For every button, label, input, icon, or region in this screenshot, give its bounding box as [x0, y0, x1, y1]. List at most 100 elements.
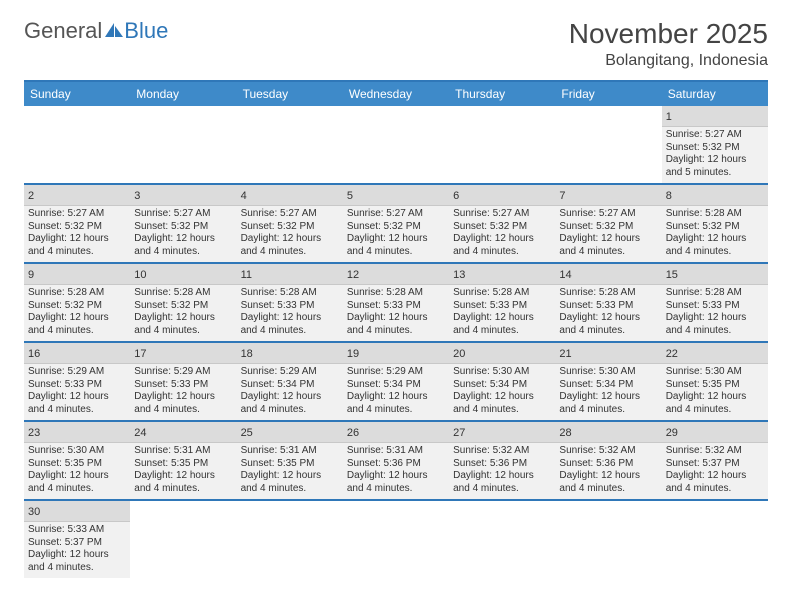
calendar-cell-empty — [237, 501, 343, 578]
calendar-cell-empty — [343, 106, 449, 183]
calendar-cell: 26Sunrise: 5:31 AMSunset: 5:36 PMDayligh… — [343, 422, 449, 499]
sunrise-line: Sunrise: 5:28 AM — [134, 287, 232, 300]
calendar-cell: 25Sunrise: 5:31 AMSunset: 5:35 PMDayligh… — [237, 422, 343, 499]
day-number-row: 29 — [662, 422, 768, 443]
sunset-line: Sunset: 5:35 PM — [241, 458, 339, 471]
sunset-line: Sunset: 5:32 PM — [559, 221, 657, 234]
day-header: Tuesday — [237, 82, 343, 106]
day-number-row: 21 — [555, 343, 661, 364]
daylight-line: Daylight: 12 hours and 4 minutes. — [347, 391, 445, 416]
sunrise-line: Sunrise: 5:28 AM — [559, 287, 657, 300]
day-number: 20 — [453, 348, 465, 360]
daylight-line: Daylight: 12 hours and 4 minutes. — [28, 549, 126, 574]
sunrise-line: Sunrise: 5:33 AM — [28, 524, 126, 537]
day-number: 12 — [347, 269, 359, 281]
sunset-line: Sunset: 5:36 PM — [453, 458, 551, 471]
calendar-cell: 1Sunrise: 5:27 AMSunset: 5:32 PMDaylight… — [662, 106, 768, 183]
day-number-row: 4 — [237, 185, 343, 206]
day-number-row: 9 — [24, 264, 130, 285]
week-row: 9Sunrise: 5:28 AMSunset: 5:32 PMDaylight… — [24, 264, 768, 343]
week-row: 30Sunrise: 5:33 AMSunset: 5:37 PMDayligh… — [24, 501, 768, 578]
day-number-row: 27 — [449, 422, 555, 443]
day-header: Friday — [555, 82, 661, 106]
day-number-row: 12 — [343, 264, 449, 285]
calendar-cell: 30Sunrise: 5:33 AMSunset: 5:37 PMDayligh… — [24, 501, 130, 578]
calendar-cell-empty — [237, 106, 343, 183]
day-number: 4 — [241, 190, 247, 202]
daylight-line: Daylight: 12 hours and 4 minutes. — [559, 312, 657, 337]
day-number: 10 — [134, 269, 146, 281]
day-number-row: 5 — [343, 185, 449, 206]
sunset-line: Sunset: 5:35 PM — [28, 458, 126, 471]
sunset-line: Sunset: 5:32 PM — [134, 300, 232, 313]
sunrise-line: Sunrise: 5:31 AM — [347, 445, 445, 458]
calendar-cell: 18Sunrise: 5:29 AMSunset: 5:34 PMDayligh… — [237, 343, 343, 420]
sunrise-line: Sunrise: 5:28 AM — [347, 287, 445, 300]
daylight-line: Daylight: 12 hours and 4 minutes. — [241, 470, 339, 495]
daylight-line: Daylight: 12 hours and 4 minutes. — [241, 312, 339, 337]
day-number-row: 24 — [130, 422, 236, 443]
sunset-line: Sunset: 5:32 PM — [134, 221, 232, 234]
sunset-line: Sunset: 5:35 PM — [134, 458, 232, 471]
sunrise-line: Sunrise: 5:31 AM — [134, 445, 232, 458]
day-header: Monday — [130, 82, 236, 106]
sunrise-line: Sunrise: 5:30 AM — [666, 366, 764, 379]
day-header-row: SundayMondayTuesdayWednesdayThursdayFrid… — [24, 82, 768, 106]
week-row: 2Sunrise: 5:27 AMSunset: 5:32 PMDaylight… — [24, 185, 768, 264]
header: General Blue November 2025 Bolangitang, … — [24, 18, 768, 70]
day-number-row: 11 — [237, 264, 343, 285]
daylight-line: Daylight: 12 hours and 4 minutes. — [241, 233, 339, 258]
sunset-line: Sunset: 5:34 PM — [453, 379, 551, 392]
logo: General Blue — [24, 18, 168, 44]
sunset-line: Sunset: 5:32 PM — [666, 142, 764, 155]
day-number: 19 — [347, 348, 359, 360]
day-number: 21 — [559, 348, 571, 360]
sunrise-line: Sunrise: 5:28 AM — [666, 287, 764, 300]
day-number: 11 — [241, 269, 252, 281]
sunset-line: Sunset: 5:32 PM — [28, 300, 126, 313]
calendar-cell: 7Sunrise: 5:27 AMSunset: 5:32 PMDaylight… — [555, 185, 661, 262]
calendar-cell-empty — [130, 501, 236, 578]
day-number-row: 22 — [662, 343, 768, 364]
day-number-row: 3 — [130, 185, 236, 206]
daylight-line: Daylight: 12 hours and 4 minutes. — [28, 233, 126, 258]
calendar-cell: 16Sunrise: 5:29 AMSunset: 5:33 PMDayligh… — [24, 343, 130, 420]
day-number-row: 6 — [449, 185, 555, 206]
sunset-line: Sunset: 5:34 PM — [347, 379, 445, 392]
calendar-cell: 11Sunrise: 5:28 AMSunset: 5:33 PMDayligh… — [237, 264, 343, 341]
calendar-cell: 24Sunrise: 5:31 AMSunset: 5:35 PMDayligh… — [130, 422, 236, 499]
day-number: 17 — [134, 348, 146, 360]
day-number: 30 — [28, 506, 40, 518]
calendar-cell: 6Sunrise: 5:27 AMSunset: 5:32 PMDaylight… — [449, 185, 555, 262]
day-number: 14 — [559, 269, 571, 281]
calendar-cell-empty — [555, 106, 661, 183]
day-number-row: 10 — [130, 264, 236, 285]
daylight-line: Daylight: 12 hours and 4 minutes. — [559, 233, 657, 258]
sunset-line: Sunset: 5:33 PM — [453, 300, 551, 313]
calendar-cell: 8Sunrise: 5:28 AMSunset: 5:32 PMDaylight… — [662, 185, 768, 262]
day-number: 5 — [347, 190, 353, 202]
sunrise-line: Sunrise: 5:32 AM — [453, 445, 551, 458]
week-row: 23Sunrise: 5:30 AMSunset: 5:35 PMDayligh… — [24, 422, 768, 501]
day-number: 24 — [134, 427, 146, 439]
day-number: 1 — [666, 111, 672, 123]
day-number: 22 — [666, 348, 678, 360]
sunrise-line: Sunrise: 5:27 AM — [666, 129, 764, 142]
week-row: 16Sunrise: 5:29 AMSunset: 5:33 PMDayligh… — [24, 343, 768, 422]
day-number: 23 — [28, 427, 40, 439]
sunrise-line: Sunrise: 5:28 AM — [241, 287, 339, 300]
calendar-cell: 2Sunrise: 5:27 AMSunset: 5:32 PMDaylight… — [24, 185, 130, 262]
day-number-row: 18 — [237, 343, 343, 364]
day-number-row: 19 — [343, 343, 449, 364]
calendar-cell: 17Sunrise: 5:29 AMSunset: 5:33 PMDayligh… — [130, 343, 236, 420]
day-header: Wednesday — [343, 82, 449, 106]
sunrise-line: Sunrise: 5:27 AM — [241, 208, 339, 221]
sunrise-line: Sunrise: 5:30 AM — [28, 445, 126, 458]
logo-text-2: Blue — [124, 18, 168, 44]
sunrise-line: Sunrise: 5:29 AM — [134, 366, 232, 379]
day-number: 15 — [666, 269, 678, 281]
sunset-line: Sunset: 5:32 PM — [241, 221, 339, 234]
calendar-cell: 19Sunrise: 5:29 AMSunset: 5:34 PMDayligh… — [343, 343, 449, 420]
calendar-cell-empty — [449, 106, 555, 183]
day-number-row: 13 — [449, 264, 555, 285]
